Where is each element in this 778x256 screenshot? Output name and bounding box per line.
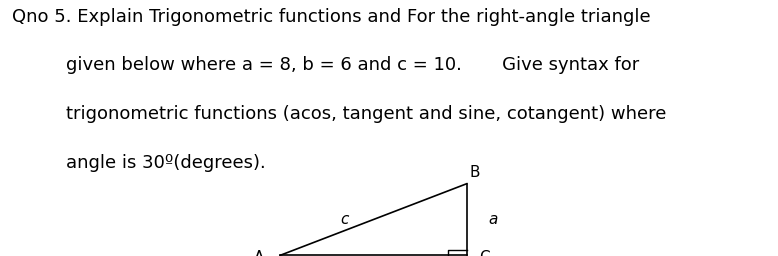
Text: a: a [489,212,498,227]
Text: B: B [469,165,480,180]
Text: trigonometric functions (acos, tangent and sine, cotangent) where: trigonometric functions (acos, tangent a… [66,105,667,123]
Text: Qno 5. Explain Trigonometric functions and For the right-angle triangle: Qno 5. Explain Trigonometric functions a… [12,8,650,26]
Text: c: c [340,212,349,227]
Text: C: C [479,250,490,256]
Text: angle is 30º(degrees).: angle is 30º(degrees). [66,154,266,172]
Text: A: A [254,250,265,256]
Text: given below where a = 8, b = 6 and c = 10.       Give syntax for: given below where a = 8, b = 6 and c = 1… [66,56,640,74]
